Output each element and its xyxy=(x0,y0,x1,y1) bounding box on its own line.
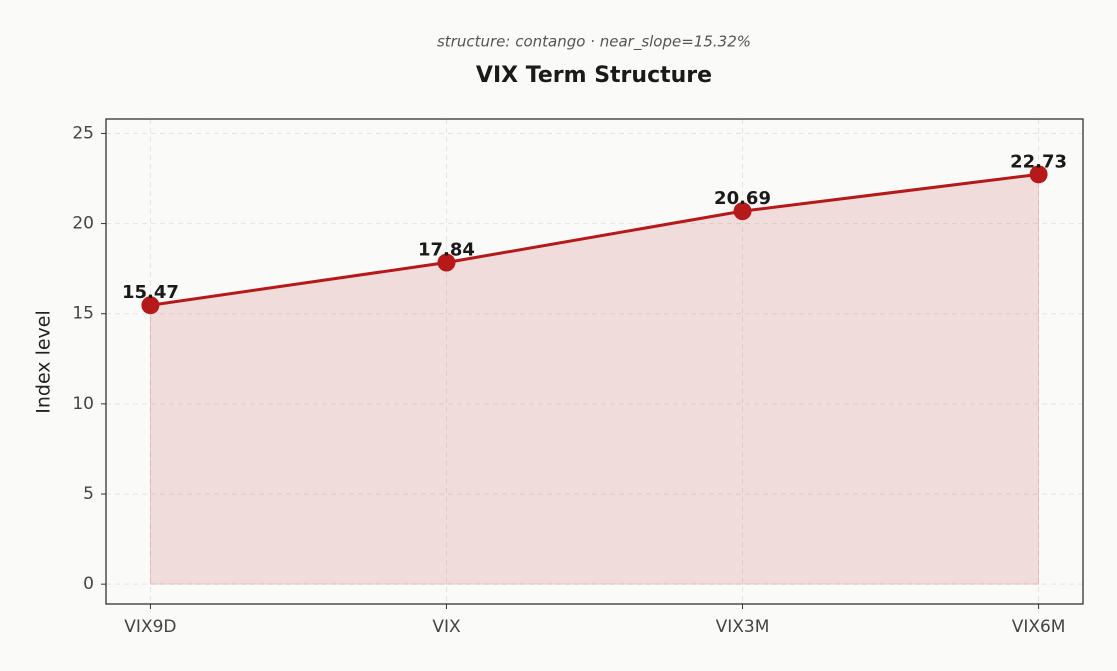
x-tick-label: VIX6M xyxy=(1012,617,1066,637)
point xyxy=(733,202,752,221)
chart-title: VIX Term Structure xyxy=(476,63,712,88)
y-tick-label: 0 xyxy=(83,574,94,594)
x-tick-label: VIX xyxy=(432,617,461,637)
y-tick-label: 25 xyxy=(72,123,94,143)
y-tick-label: 15 xyxy=(72,304,94,324)
data-label: 17.84 xyxy=(418,240,475,261)
data-label: 22.73 xyxy=(1010,151,1067,172)
point xyxy=(1029,165,1048,184)
plot-frame xyxy=(105,118,1084,605)
y-tick-label: 20 xyxy=(72,214,94,234)
x-tick-label: VIX3M xyxy=(716,617,770,637)
point xyxy=(141,296,160,315)
data-label: 20.69 xyxy=(714,188,771,209)
line xyxy=(150,172,1039,307)
y-axis-label: Index level xyxy=(33,310,55,414)
x-tick-label: VIX9D xyxy=(124,617,176,637)
point xyxy=(437,253,456,272)
data-label: 15.47 xyxy=(122,282,179,303)
chart-subtitle: structure: contango · near_slope=15.32% xyxy=(437,33,751,52)
y-tick-label: 10 xyxy=(72,394,94,414)
y-tick-label: 5 xyxy=(83,484,94,504)
plot: 0 5 10 15 20 25 VIX9D VIX VIX3M VIX6M 15.47 17.84 20… xyxy=(72,119,1083,637)
